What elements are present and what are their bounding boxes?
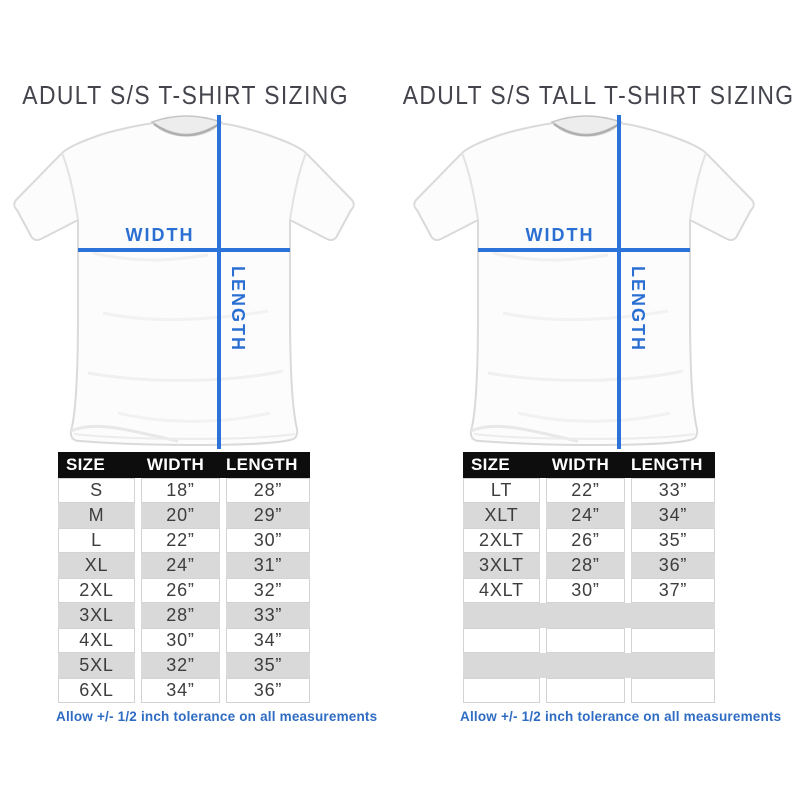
table-cell: 5XL [58,653,135,678]
table-cell: 3XL [58,603,135,628]
table-row: 2XL 26” 32” [58,578,310,603]
table-cell: 29” [226,503,310,528]
right-panel-title: ADULT S/S TALL T-SHIRT SIZING [376,80,800,110]
table-cell: XL [58,553,135,578]
table-cell: 36” [226,678,310,703]
header-size: SIZE [66,455,105,474]
table-cell: 34” [226,628,310,653]
table-row: 3XLT 28” 36” [463,553,715,578]
table-cell: 34” [631,503,715,528]
table-cell: 34” [141,678,220,703]
length-label: LENGTH [628,266,648,352]
table-cell: 36” [631,553,715,578]
table-cell: 35” [631,528,715,553]
table-row: 4XLT 30” 37” [463,578,715,603]
table-row: 5XL 32” 35” [58,653,310,678]
left-panel-title-text: ADULT S/S T-SHIRT SIZING [22,80,350,110]
regular-size-table: SIZE WIDTH LENGTH S 18” 28” M 20” 29” L 22” 30” X… [58,452,310,703]
header-length: LENGTH [631,455,703,474]
table-cell: 30” [226,528,310,553]
width-measure-line [478,248,690,252]
table-cell: 33” [631,478,715,503]
table-row: 4XL 30” 34” [58,628,310,653]
table-row: 2XLT 26” 35” [463,528,715,553]
table-cell: 26” [546,528,625,553]
table-cell: 28” [141,603,220,628]
table-cell: LT [463,478,540,503]
right-shirt-diagram: WIDTH LENGTH [408,113,760,453]
tall-size-table: SIZE WIDTH LENGTH LT 22” 33” XLT 24” 34” 2XLT 2… [463,452,715,703]
tolerance-note: Allow +/- 1/2 inch tolerance on all meas… [56,709,378,724]
table-row: 3XL 28” 33” [58,603,310,628]
table-cell: 28” [546,553,625,578]
table-row: S 18” 28” [58,478,310,503]
table-row [463,678,715,703]
width-measure-line [78,248,290,252]
table-row: L 22” 30” [58,528,310,553]
table-cell [631,628,715,653]
table-cell: M [58,503,135,528]
table-cell: 22” [546,478,625,503]
table-cell: 18” [141,478,220,503]
table-row [463,653,715,678]
length-measure-line [617,115,621,449]
right-panel-title-text: ADULT S/S TALL T-SHIRT SIZING [402,80,795,110]
length-measure-line [217,115,221,449]
table-cell: 37” [631,578,715,603]
table-cell: S [58,478,135,503]
table-cell: 4XLT [463,578,540,603]
width-label: WIDTH [125,225,195,245]
header-width: WIDTH [146,455,205,474]
length-label: LENGTH [228,266,248,352]
table-cell: 32” [226,578,310,603]
table-cell: 2XL [58,578,135,603]
table-cell [463,628,540,653]
table-row: XL 24” 31” [58,553,310,578]
table-body: S 18” 28” M 20” 29” L 22” 30” XL 24” 31” 2XL 26” 32” 3X… [58,478,310,703]
table-cell [546,628,625,653]
table-cell: 24” [546,503,625,528]
table-cell: 2XLT [463,528,540,553]
table-cell: 28” [226,478,310,503]
table-cell: 31” [226,553,310,578]
tshirt-image [413,115,755,447]
table-row [463,628,715,653]
table-cell: 20” [141,503,220,528]
table-cell: 6XL [58,678,135,703]
table-cell: 33” [226,603,310,628]
table-cell: L [58,528,135,553]
table-row: M 20” 29” [58,503,310,528]
table-cell: 24” [141,553,220,578]
tshirt-image [13,115,355,447]
width-label: WIDTH [525,225,595,245]
table-cell: 30” [141,628,220,653]
table-row: XLT 24” 34” [463,503,715,528]
table-cell [546,678,625,703]
table-body: LT 22” 33” XLT 24” 34” 2XLT 26” 35” 3XLT 28” 36” 4XL… [463,478,715,703]
table-cell: 22” [141,528,220,553]
header-width: WIDTH [551,455,610,474]
table-header-row: SIZE WIDTH LENGTH [58,452,310,478]
left-panel-title: ADULT S/S T-SHIRT SIZING [0,80,372,110]
table-header-row: SIZE WIDTH LENGTH [463,452,715,478]
table-cell: 3XLT [463,553,540,578]
table-cell: 32” [141,653,220,678]
table-cell [631,678,715,703]
table-cell: 30” [546,578,625,603]
table-row: 6XL 34” 36” [58,678,310,703]
table-cell: XLT [463,503,540,528]
table-cell: 26” [141,578,220,603]
header-length: LENGTH [226,455,298,474]
table-cell: 4XL [58,628,135,653]
table-row [463,603,715,628]
table-row: LT 22” 33” [463,478,715,503]
left-shirt-diagram: WIDTH LENGTH [8,113,360,453]
table-cell [463,678,540,703]
tolerance-note: Allow +/- 1/2 inch tolerance on all meas… [460,709,782,724]
table-cell: 35” [226,653,310,678]
header-size: SIZE [471,455,510,474]
